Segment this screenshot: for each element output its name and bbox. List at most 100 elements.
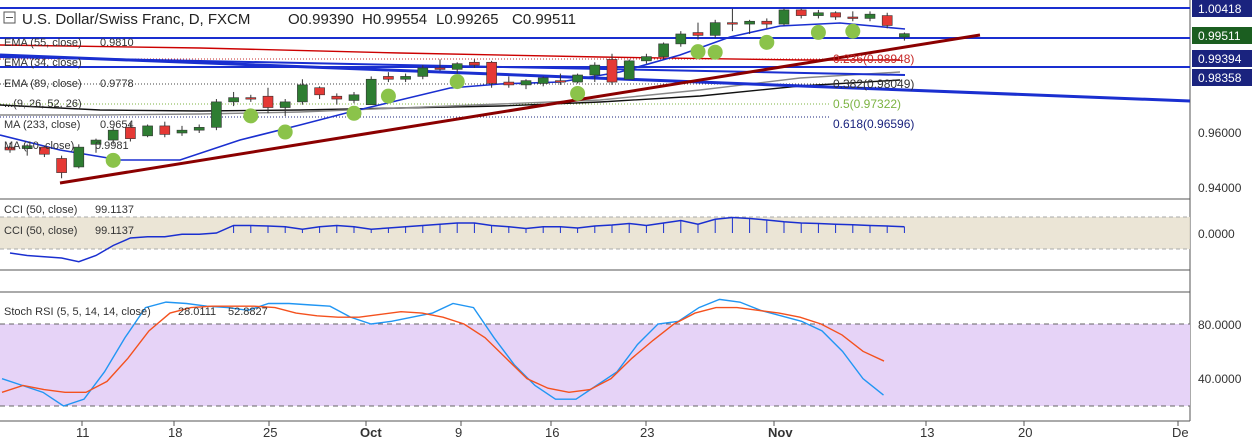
price-tick-096: 0.96000 xyxy=(1198,126,1242,140)
price-badge: 0.99511 xyxy=(1192,27,1252,44)
ohlc-open: O0.99390 xyxy=(288,11,354,28)
candle xyxy=(417,65,429,80)
signal-circle xyxy=(277,124,293,140)
indicator-ma233-label[interactable]: MA (233, close) xyxy=(4,119,80,131)
candle xyxy=(90,138,102,153)
candle xyxy=(709,19,721,39)
candle xyxy=(159,121,171,138)
ohlc-low: L0.99265 xyxy=(436,11,499,28)
legend-header: U.S. Dollar/Swiss Franc, D, FXCM O0.9939… xyxy=(3,11,576,28)
candle xyxy=(21,144,33,156)
candle-body xyxy=(21,145,33,149)
stoch-legend-label[interactable]: Stoch RSI (5, 5, 14, 14, close) xyxy=(4,306,151,318)
candle xyxy=(176,125,188,136)
signal-circle xyxy=(449,74,465,90)
candle xyxy=(469,59,480,68)
cci-legend-1[interactable]: CCI (50, close) xyxy=(4,204,77,216)
candle xyxy=(4,142,16,153)
indicator-ma233-value: 0.9654 xyxy=(100,119,134,131)
candle xyxy=(107,127,119,145)
candle xyxy=(847,11,859,22)
stoch-k-value: 28.0111 xyxy=(178,306,216,318)
stoch-series xyxy=(1,298,885,407)
fib-label: 0.618(0.96596) xyxy=(833,117,914,131)
price-badge-bg xyxy=(1192,50,1252,67)
candle xyxy=(262,87,274,114)
candle xyxy=(451,62,463,74)
candle-body xyxy=(56,158,67,173)
candle-body xyxy=(537,77,549,84)
candle-body xyxy=(331,95,343,100)
signal-circle xyxy=(105,152,121,168)
fib-labels: 0.236(0.98948) 0.382(0.98049) 0.5(0.97322)… xyxy=(833,52,914,131)
signal-circle xyxy=(380,88,396,104)
candle xyxy=(520,79,532,90)
price-badges: 1.00418 0.99511 0.99394 0.98358 xyxy=(1192,0,1252,86)
price-badge-bg xyxy=(1192,69,1252,86)
candle-body xyxy=(125,127,136,139)
indicator-legends: EMA (55, close) 0.9810 EMA (34, close) E… xyxy=(4,37,134,152)
time-tick-label: 23 xyxy=(640,425,654,440)
candle xyxy=(795,8,807,19)
candle-body xyxy=(572,74,583,83)
candle xyxy=(641,53,652,64)
signal-circle xyxy=(845,23,861,39)
candle-body xyxy=(193,127,205,131)
candle-body xyxy=(159,125,171,135)
indicator-ema89-label[interactable]: EMA (89, close) xyxy=(4,78,82,90)
candle-body xyxy=(692,32,704,36)
cci-value-2: 99.1137 xyxy=(95,225,134,237)
indicator-ma10-label[interactable]: MA (10, close) xyxy=(4,140,74,152)
cci-legend-2[interactable]: CCI (50, close) xyxy=(4,225,77,237)
fib-label: 0.382(0.98049) xyxy=(833,77,914,91)
signal-circle xyxy=(690,44,706,60)
cci-legends: CCI (50, close) 99.1137 CCI (50, close) … xyxy=(4,204,134,237)
candle xyxy=(279,99,291,117)
time-tick-label: De xyxy=(1172,425,1189,440)
candle-body xyxy=(400,76,411,80)
fib-label: 0.5(0.97322) xyxy=(833,97,901,111)
time-tick-label: 9 xyxy=(455,425,462,440)
indicator-ema55-label[interactable]: EMA (55, close) xyxy=(4,37,82,49)
candle-body xyxy=(176,129,188,134)
candle-body xyxy=(434,67,446,70)
candle-body xyxy=(486,61,497,84)
candle-body xyxy=(211,101,222,128)
cci-value-1: 99.1137 xyxy=(95,204,134,216)
cci-series xyxy=(9,216,905,263)
candle xyxy=(813,9,824,19)
price-badge: 0.99394 xyxy=(1192,50,1252,67)
candle xyxy=(537,76,549,87)
candle xyxy=(675,31,687,47)
signal-circle xyxy=(707,44,723,60)
indicator-ichimoku-label[interactable]: ...(9, 26, 52, 26) xyxy=(4,98,82,110)
candle-body xyxy=(4,146,16,151)
candle-body xyxy=(90,139,102,145)
candle-body xyxy=(520,80,532,86)
candle xyxy=(39,145,50,158)
price-axis: 0.96000 0.94000 0.0000 80.0000 40.0000 xyxy=(1198,126,1242,386)
candle-body xyxy=(451,63,463,70)
signal-circle xyxy=(243,108,259,124)
candle-body xyxy=(365,78,377,106)
time-axis: 11 18 25 Oct 9 16 23 Nov 13 20 De xyxy=(76,421,1189,440)
ema-89-line xyxy=(0,79,901,112)
candle-body xyxy=(589,64,601,76)
price-tick-094: 0.94000 xyxy=(1198,181,1242,195)
candles-group xyxy=(4,8,910,179)
signal-circle xyxy=(810,24,826,40)
stoch-tick-40: 40.0000 xyxy=(1198,372,1242,386)
price-badge-text: 1.00418 xyxy=(1198,2,1242,16)
indicator-ema55-value: 0.9810 xyxy=(100,37,134,49)
indicator-ema34-label[interactable]: EMA (34, close) xyxy=(4,57,82,69)
stoch-d-value: 52.8827 xyxy=(228,306,268,318)
stoch-tick-80: 80.0000 xyxy=(1198,318,1242,332)
cci-tick-zero: 0.0000 xyxy=(1198,227,1235,241)
candle xyxy=(606,53,618,85)
candle xyxy=(193,124,205,133)
time-tick-label: 20 xyxy=(1018,425,1032,440)
candle-body xyxy=(348,94,360,101)
candle xyxy=(864,11,876,22)
candle xyxy=(761,18,773,29)
symbol-title: U.S. Dollar/Swiss Franc, D, FXCM xyxy=(22,11,250,28)
